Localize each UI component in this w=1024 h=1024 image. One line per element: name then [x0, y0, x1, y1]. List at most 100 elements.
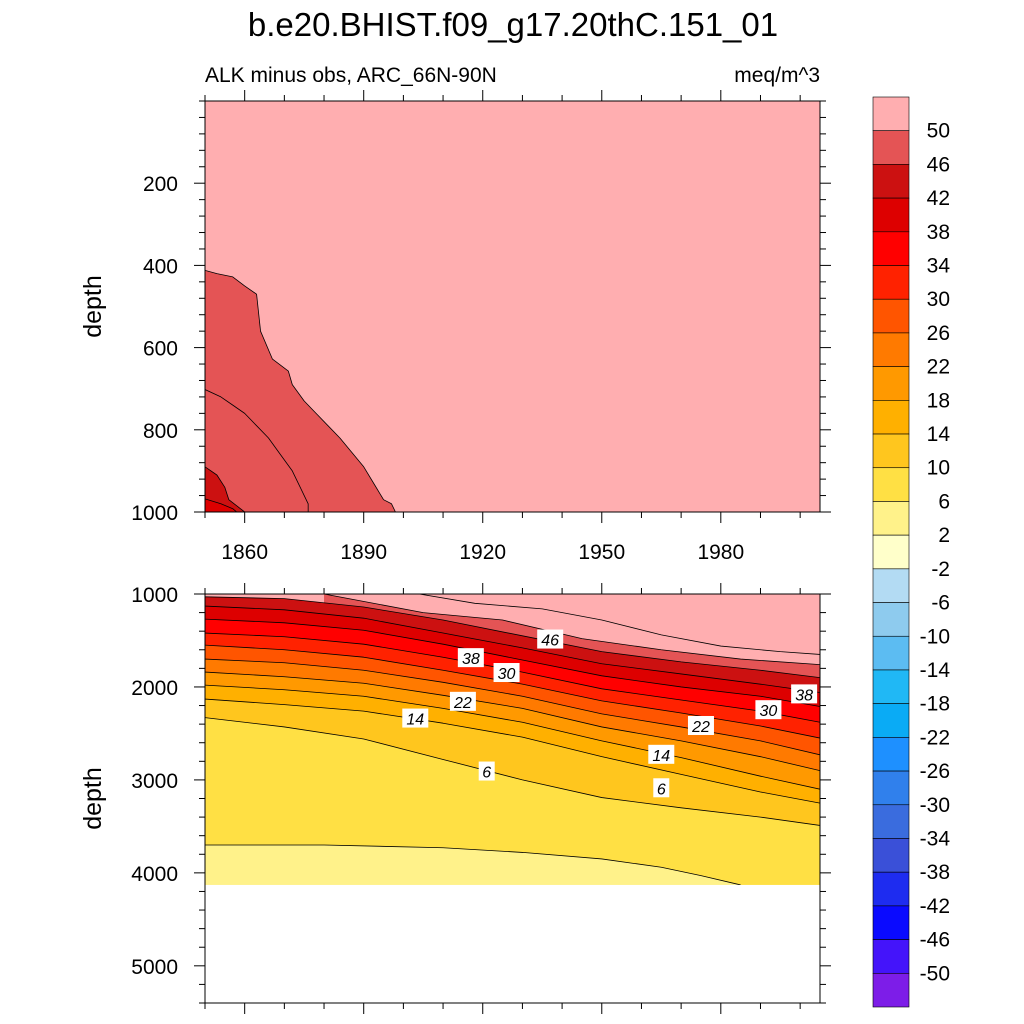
colorbar-label: -2 [931, 558, 950, 581]
contour-label-text: 6 [657, 781, 666, 798]
colorbar-swatch [872, 298, 910, 334]
y-axis: 200 400 600 800 1000 depth [79, 100, 831, 525]
colorbar-swatch [872, 534, 910, 570]
x-tick-label: 1920 [459, 541, 506, 564]
colorbar-swatch [872, 770, 910, 806]
band-below-46 [205, 270, 396, 512]
band-below-6 [205, 717, 820, 885]
y-tick-label: 200 [143, 173, 178, 196]
colorbar-swatch [872, 635, 910, 671]
colorbar-label: -50 [920, 962, 950, 985]
colorbar-swatch [872, 197, 910, 233]
colorbar-label: -14 [920, 659, 951, 682]
colorbar-label: 26 [927, 322, 950, 345]
colorbar-label: -6 [931, 592, 950, 615]
colorbar-label: 50 [927, 120, 950, 143]
colorbar-label: -46 [920, 929, 950, 952]
contour-line-50 [419, 594, 820, 655]
contour-line-18 [205, 671, 820, 772]
contour-line-42 [205, 596, 820, 679]
contour-line-14 [205, 684, 820, 790]
colorbar-swatch [872, 96, 910, 132]
contour-label: 30 [755, 700, 782, 720]
contour-line-38 [205, 605, 820, 693]
contour-label-text: 14 [406, 712, 424, 729]
y-tick-label: 1000 [131, 502, 178, 525]
deep-ocean-panel: 46 38 30 22 14 6 38 30 22 14 6 1000 2000 3000 4000 5000… [79, 583, 831, 1014]
contour-line-30 [205, 632, 820, 723]
contour-label-box [791, 684, 818, 704]
colorbar-swatch [872, 130, 910, 165]
colorbar-swatch [872, 703, 910, 738]
colorbar-label: 38 [927, 221, 950, 244]
contour-label-box [478, 761, 495, 781]
contour-line-2 [205, 844, 741, 886]
y-axis-label: depth [79, 767, 107, 830]
below-ocean-floor [205, 884, 820, 1003]
contour-line-6 [205, 717, 820, 826]
contour-label: 6 [478, 761, 495, 782]
colorbar-swatch [872, 400, 910, 435]
units-subtitle: meq/m^3 [734, 64, 820, 87]
colorbar-swatch [872, 366, 910, 401]
contour-label: 14 [402, 708, 429, 729]
x-axis [204, 583, 801, 1014]
colorbar-swatch [872, 905, 910, 940]
contour-line-22 [205, 658, 820, 756]
colorbar-swatch [872, 602, 910, 637]
contour-line-42 [205, 466, 245, 512]
contour-label-text: 6 [482, 765, 491, 782]
contour-line-10 [205, 698, 820, 804]
colorbar-label: -42 [920, 895, 950, 918]
contour-label-box [457, 648, 484, 668]
contour-line-46 [323, 594, 820, 666]
y-axis: 1000 2000 3000 4000 5000 depth [79, 584, 831, 1004]
y-tick-label: 3000 [131, 770, 178, 793]
contour-label: 6 [653, 778, 670, 798]
x-tick-label: 1890 [340, 541, 387, 564]
panel-frame [204, 100, 821, 513]
colorbar-label: 42 [927, 187, 950, 210]
colorbar-swatch [872, 467, 910, 502]
y-axis-label: depth [79, 275, 107, 338]
colorbar-label: 30 [927, 288, 950, 311]
colorbar-swatch [872, 231, 910, 266]
colorbar-swatch [872, 939, 910, 974]
contour-label: 14 [648, 744, 675, 765]
colorbar-label: -10 [920, 625, 950, 648]
contour-label-text: 46 [541, 633, 559, 650]
colorbar-swatch [872, 737, 910, 772]
y-tick-label: 4000 [131, 863, 178, 886]
contour-label-text: 22 [691, 719, 710, 736]
contour-label-box [449, 691, 476, 711]
plot-area: 46 38 30 22 14 6 38 30 22 14 6 [205, 594, 820, 1003]
y-tick-label: 800 [143, 420, 178, 443]
contour-label-box [648, 744, 675, 764]
contour-line-34 [205, 618, 820, 707]
plot-area [205, 101, 820, 512]
y-tick-label: 400 [143, 255, 178, 278]
contour-label-text: 38 [462, 651, 480, 668]
colorbar-label: 22 [927, 356, 950, 379]
colorbar-swatch [872, 433, 910, 469]
contour-label: 38 [791, 684, 818, 704]
colorbar-label: 14 [927, 423, 951, 446]
colorbar-swatch [872, 972, 910, 1008]
colorbar-swatch [872, 568, 910, 603]
colorbar-label: 10 [927, 457, 950, 480]
x-tick-label: 1950 [578, 541, 625, 564]
colorbar-label: -38 [920, 861, 950, 884]
colorbar-swatch [872, 501, 910, 536]
x-tick-label: 1860 [221, 541, 268, 564]
contour-label: 22 [449, 691, 476, 712]
colorbar-label: -34 [920, 827, 951, 850]
contour-label: 46 [537, 629, 564, 650]
contour-label-box [537, 629, 564, 649]
colorbar-swatch [872, 265, 910, 300]
contour-label-box [653, 778, 670, 798]
contour-label-text: 38 [795, 687, 813, 704]
band-below-38 [205, 498, 237, 512]
colorbar-label: 46 [927, 153, 950, 176]
contour-label-box [493, 663, 520, 683]
contour-label-text: 14 [652, 748, 670, 765]
